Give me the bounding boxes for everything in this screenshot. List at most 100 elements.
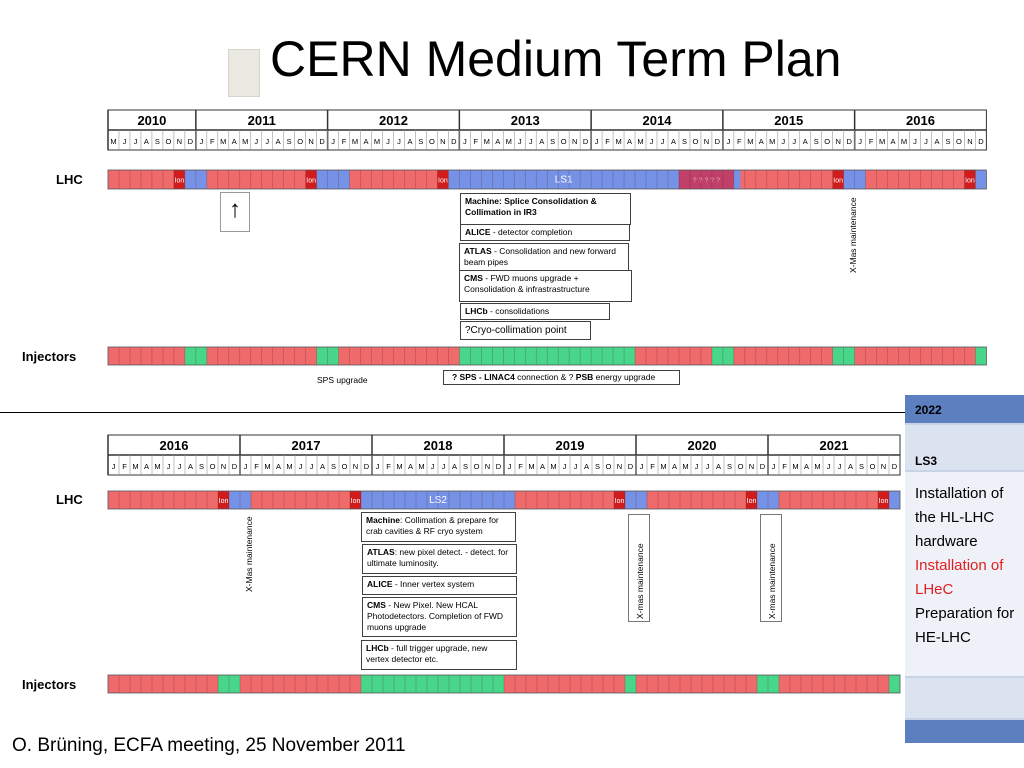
bottom-lhc-ion-2021-label: Ion <box>879 498 889 505</box>
inj-note-part4: energy upgrade <box>593 372 656 382</box>
top-month-tick: J <box>650 137 654 146</box>
top-alice-box: ALICE - detector completion <box>460 224 630 241</box>
top-month-tick: D <box>978 137 984 146</box>
bottom-month-tick: M <box>286 462 292 471</box>
up-arrow-icon: ↑ <box>229 196 241 223</box>
top-month-tick: F <box>605 137 610 146</box>
bottom-month-tick: A <box>276 462 281 471</box>
side-line-he-lhc: Preparation for HE-LHC <box>915 605 1015 646</box>
bottom-month-tick: S <box>331 462 336 471</box>
bottom-month-tick: O <box>738 462 744 471</box>
top-month-tick: A <box>232 137 237 146</box>
bottom-month-tick: F <box>518 462 523 471</box>
top-month-tick: M <box>769 137 775 146</box>
bottom-machine-text: : Collimation & prepare for crab cavitie… <box>366 515 499 536</box>
bottom-month-tick: D <box>892 462 898 471</box>
top-month-tick: D <box>188 137 194 146</box>
bottom-month-tick: F <box>122 462 127 471</box>
top-month-tick: S <box>550 137 555 146</box>
top-month-tick: J <box>397 137 401 146</box>
top-injectors-bar <box>107 346 987 366</box>
bottom-inj-stop-2020 <box>757 675 779 693</box>
bottom-month-tick: M <box>682 462 688 471</box>
bottom-lhc-ion-2016 <box>218 491 229 509</box>
top-lhc-ion-2010-label: Ion <box>175 178 185 185</box>
bottom-month-tick: A <box>144 462 149 471</box>
top-lhc-bar: Ion Ion Ion LS1 ? ? ? ? ? Ion Ion <box>107 169 987 190</box>
bottom-month-tick: F <box>254 462 259 471</box>
top-month-tick: M <box>506 137 512 146</box>
bottom-month-tick: J <box>442 462 446 471</box>
top-month-tick: A <box>891 137 896 146</box>
top-lhc-ion-2016 <box>964 170 976 189</box>
top-month-tick: N <box>835 137 840 146</box>
bottom-injectors-label: Injectors <box>22 677 77 692</box>
top-month-tick: J <box>792 137 796 146</box>
top-month-tick: O <box>956 137 962 146</box>
bottom-alice-box: ALICE - Inner vertex system <box>362 576 517 595</box>
top-lhc-ls1-label: LS1 <box>555 175 573 186</box>
top-inj-stop-2016 <box>975 347 987 365</box>
top-month-tick: N <box>308 137 313 146</box>
bottom-xmas-label-1: X-Mas maintenance <box>244 516 254 592</box>
bottom-month-tick: J <box>838 462 842 471</box>
top-month-tick: J <box>595 137 599 146</box>
bottom-month-tick: O <box>210 462 216 471</box>
side-ls-cell: LS3 <box>905 425 1024 470</box>
top-month-tick: A <box>276 137 281 146</box>
top-month-tick: A <box>407 137 412 146</box>
top-lhc-ion-2012-label: Ion <box>438 178 448 185</box>
bottom-lhc-ion-2016-label: Ion <box>219 498 229 505</box>
side-empty-cell <box>905 678 1024 718</box>
bottom-alice-text: - Inner vertex system <box>392 579 475 589</box>
bottom-month-tick: M <box>132 462 138 471</box>
bottom-month-tick: M <box>264 462 270 471</box>
bottom-year-2016: 2016 <box>160 438 189 453</box>
bottom-year-2017: 2017 <box>292 438 321 453</box>
bottom-month-tick: M <box>550 462 556 471</box>
top-month-tick: A <box>759 137 764 146</box>
top-lhcb-box: LHCb - consolidations <box>460 303 610 320</box>
bottom-month-tick: J <box>167 462 171 471</box>
top-month-tick: J <box>858 137 862 146</box>
top-lhc-ion-2011 <box>305 170 317 189</box>
top-month-tick: J <box>386 137 390 146</box>
bottom-month-tick: M <box>396 462 402 471</box>
bottom-inj-stop-2021 <box>889 675 900 693</box>
bottom-xmas-label-3: X-mas maintenance <box>767 543 777 619</box>
bottom-lhc-ls2 <box>361 491 515 509</box>
top-month-tick: J <box>661 137 665 146</box>
top-machine-text: Machine: Splice Consolidation & Collimat… <box>465 196 597 217</box>
top-lhc-ion-2010 <box>173 170 185 189</box>
bottom-lhcb-text: - full trigger upgrade, new vertex detec… <box>366 643 488 664</box>
top-machine-box: Machine: Splice Consolidation & Collimat… <box>460 193 631 225</box>
bottom-xmas-box-2: X-mas maintenance <box>628 514 650 622</box>
top-lhc-label: LHC <box>56 172 83 187</box>
title-decoration <box>228 49 260 97</box>
top-year-2015: 2015 <box>774 113 803 128</box>
top-lhc-ion-2012 <box>437 170 449 189</box>
bottom-month-tick: J <box>244 462 248 471</box>
top-inj-ls1 <box>459 347 636 365</box>
top-year-2010: 2010 <box>137 113 166 128</box>
bottom-month-tick: A <box>584 462 589 471</box>
top-month-tick: D <box>715 137 721 146</box>
bottom-lhc-ion-2017 <box>350 491 361 509</box>
top-month-tick: F <box>342 137 347 146</box>
bottom-month-tick: M <box>792 462 798 471</box>
top-month-tick: N <box>572 137 577 146</box>
top-year-2016: 2016 <box>906 113 935 128</box>
bottom-month-tick: A <box>540 462 545 471</box>
bottom-month-tick: S <box>595 462 600 471</box>
inj-note-part3: PSB <box>575 372 594 382</box>
top-year-2014: 2014 <box>643 113 673 128</box>
bottom-alice-bold: ALICE <box>367 579 393 589</box>
side-line-lhec: Installation of LHeC <box>915 557 1004 598</box>
bottom-lhc-frame <box>107 490 901 510</box>
bottom-month-tick: J <box>299 462 303 471</box>
bottom-month-tick: S <box>727 462 732 471</box>
top-month-tick: J <box>265 137 269 146</box>
top-cryo-box: ?Cryo-collimation point <box>460 321 591 340</box>
